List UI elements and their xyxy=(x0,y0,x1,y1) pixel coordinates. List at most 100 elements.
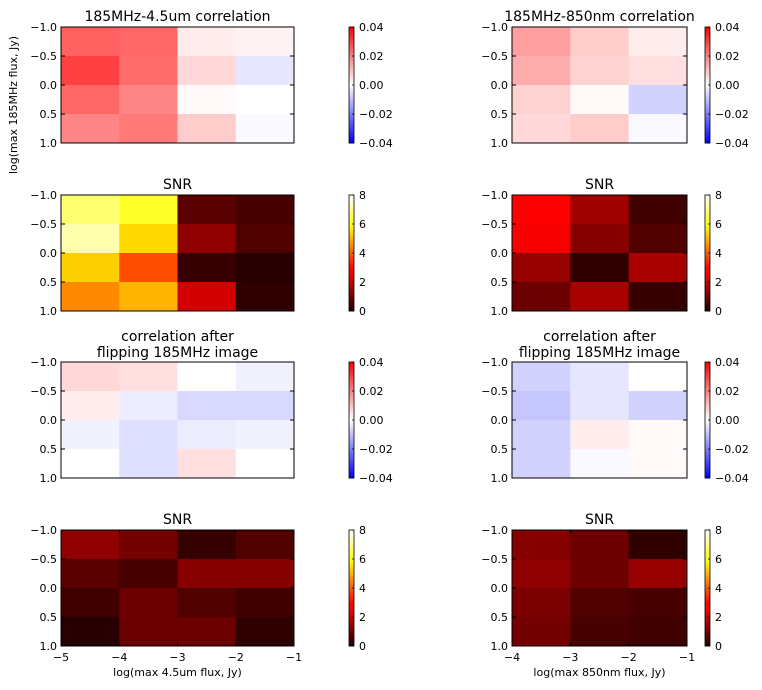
heatmap-cell xyxy=(235,282,295,312)
heatmap-cell xyxy=(628,617,688,647)
heatmap-cell xyxy=(177,362,237,392)
heatmap-cell xyxy=(235,114,295,144)
heatmap-cell xyxy=(177,420,237,450)
heatmap-cell xyxy=(235,253,295,283)
colorbar-segment xyxy=(349,449,354,453)
colorbar-segment xyxy=(705,27,710,31)
colorbar-segment xyxy=(705,402,710,406)
colorbar-segment xyxy=(349,541,354,545)
colorbar-tick-label: 0 xyxy=(715,640,722,653)
heatmap-cell xyxy=(512,559,571,589)
colorbar-tick-label: 8 xyxy=(359,189,366,202)
colorbar-segment xyxy=(349,428,354,432)
colorbar-segment xyxy=(349,53,354,57)
colorbar-segment xyxy=(705,276,710,280)
heatmap-cell xyxy=(61,617,120,647)
colorbar-segment xyxy=(349,628,354,632)
colorbar-segment xyxy=(349,434,354,438)
y-tick-label: −0.5 xyxy=(481,385,508,398)
colorbar-segment xyxy=(349,544,354,548)
colorbar-segment xyxy=(705,273,710,277)
colorbar-segment xyxy=(705,544,710,548)
colorbar-tick-label: 4 xyxy=(359,247,366,260)
x-tick-label: −3 xyxy=(169,651,185,664)
colorbar-segment xyxy=(349,296,354,300)
colorbar-segment xyxy=(705,370,710,374)
heatmap-cell xyxy=(177,56,237,86)
colorbar-tick-label: 0.04 xyxy=(359,356,384,369)
colorbar-segment xyxy=(705,296,710,300)
colorbar-segment xyxy=(705,105,710,109)
colorbar-segment xyxy=(705,282,710,286)
colorbar-segment xyxy=(349,128,354,132)
colorbar-segment xyxy=(349,302,354,306)
colorbar-segment xyxy=(705,420,710,424)
colorbar-segment xyxy=(705,119,710,124)
colorbar-segment xyxy=(705,393,710,398)
colorbar-segment xyxy=(349,573,354,577)
colorbar-segment xyxy=(705,362,710,366)
panel-title: flipping 185MHz image xyxy=(97,345,258,361)
colorbar-segment xyxy=(705,622,710,627)
colorbar-segment xyxy=(705,385,710,389)
heatmap-cell xyxy=(177,27,237,57)
heatmap-cell xyxy=(628,449,688,479)
heatmap-cell xyxy=(512,56,571,86)
colorbar-segment xyxy=(705,93,710,97)
heatmap-cell xyxy=(235,617,295,647)
heatmap-cell xyxy=(235,391,295,421)
y-tick-label: 1.0 xyxy=(40,137,58,150)
colorbar-segment xyxy=(705,475,710,479)
heatmap-cell xyxy=(119,362,178,392)
heatmap-cell xyxy=(119,114,178,144)
colorbar-segment xyxy=(349,411,354,415)
heatmap-cell xyxy=(628,27,688,57)
y-tick-label: 0.0 xyxy=(491,414,509,427)
colorbar-tick-label: 4 xyxy=(359,582,366,595)
heatmap-panel-r0: −1.0 −0.5 0.0 0.5 1.0 185MHz-850nm correlatio… xyxy=(481,9,748,150)
colorbar-tick-label: 0.00 xyxy=(715,414,740,427)
colorbar-segment xyxy=(705,457,710,461)
colorbar-segment xyxy=(705,122,710,126)
colorbar-tick-label: 6 xyxy=(715,553,722,566)
colorbar-segment xyxy=(705,302,710,306)
colorbar-segment xyxy=(705,576,710,580)
colorbar-segment xyxy=(705,532,710,537)
colorbar-segment xyxy=(349,229,354,234)
colorbar-segment xyxy=(705,469,710,473)
colorbar-segment xyxy=(349,64,354,68)
colorbar-segment xyxy=(705,134,710,138)
heatmap-cell xyxy=(570,114,630,144)
y-tick-label: 0.0 xyxy=(40,247,58,260)
colorbar-segment xyxy=(705,585,710,589)
colorbar-tick-label: 8 xyxy=(715,524,722,537)
colorbar-segment xyxy=(349,70,354,74)
y-tick-label: −0.5 xyxy=(481,218,508,231)
colorbar-segment xyxy=(349,538,354,542)
colorbar-segment xyxy=(705,559,710,563)
colorbar-segment xyxy=(349,561,354,566)
heatmap-cell xyxy=(235,27,295,57)
colorbar-segment xyxy=(705,261,710,265)
colorbar-segment xyxy=(349,532,354,537)
heatmap-panel-l1: −1.0 −0.5 0.0 0.5 1.0 SNR 8 6 4 2 0 xyxy=(30,177,366,318)
panel-title: correlation after xyxy=(543,329,656,345)
y-tick-label: 0.5 xyxy=(40,108,58,121)
colorbar-segment xyxy=(349,134,354,138)
colorbar-segment xyxy=(705,593,710,598)
colorbar-segment xyxy=(349,579,354,583)
colorbar-segment xyxy=(705,579,710,583)
colorbar-segment xyxy=(705,431,710,435)
colorbar-segment xyxy=(705,50,710,54)
colorbar-segment xyxy=(349,105,354,109)
colorbar-segment xyxy=(705,590,710,595)
heatmap-cell xyxy=(628,114,688,144)
colorbar-segment xyxy=(349,284,354,289)
colorbar-segment xyxy=(349,308,354,312)
y-tick-label: 0.0 xyxy=(491,247,509,260)
colorbar-segment xyxy=(349,582,354,586)
colorbar-segment xyxy=(705,56,710,60)
colorbar-segment xyxy=(349,79,354,83)
colorbar-segment xyxy=(705,541,710,545)
colorbar-segment xyxy=(349,238,354,242)
